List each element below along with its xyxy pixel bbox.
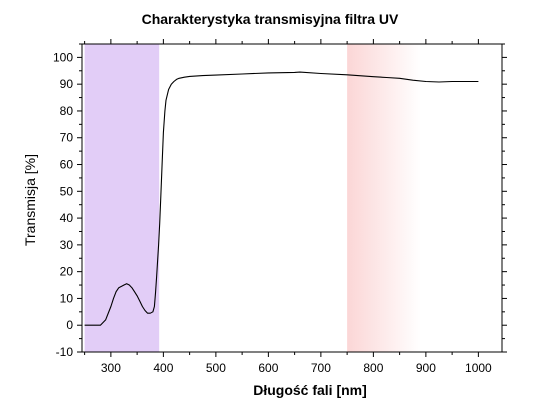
- y-tick-label: 10: [60, 291, 74, 305]
- y-tick-label: 90: [60, 77, 74, 91]
- x-tick-label: 600: [258, 361, 278, 375]
- chart-title: Charakterystyka transmisyjna filtra UV: [142, 11, 399, 27]
- x-tick-label: 900: [416, 361, 436, 375]
- y-tick-label: 70: [60, 131, 74, 145]
- y-tick-label: 20: [60, 265, 74, 279]
- y-tick-label: -10: [56, 345, 74, 359]
- x-tick-label: 700: [311, 361, 331, 375]
- x-tick-label: 300: [101, 361, 121, 375]
- y-tick-label: 30: [60, 238, 74, 252]
- y-tick-label: 100: [53, 50, 73, 64]
- series-line-1: [84, 71, 479, 326]
- plot-frame: [81, 43, 503, 353]
- shaded-region-1: [84, 44, 160, 352]
- y-tick-label: 40: [60, 211, 74, 225]
- y-axis-label: Transmisja [%]: [22, 154, 38, 246]
- x-tick-label: 800: [363, 361, 383, 375]
- x-tick-label: 1000: [465, 361, 492, 375]
- x-tick-label: 400: [153, 361, 173, 375]
- shaded-region-2: [347, 44, 421, 352]
- y-tick-label: 0: [66, 318, 73, 332]
- x-axis-label: Długość fali [nm]: [253, 382, 367, 398]
- y-tick-label: 60: [60, 158, 74, 172]
- y-tick-label: 50: [60, 184, 74, 198]
- y-tick-label: 80: [60, 104, 74, 118]
- x-tick-label: 500: [206, 361, 226, 375]
